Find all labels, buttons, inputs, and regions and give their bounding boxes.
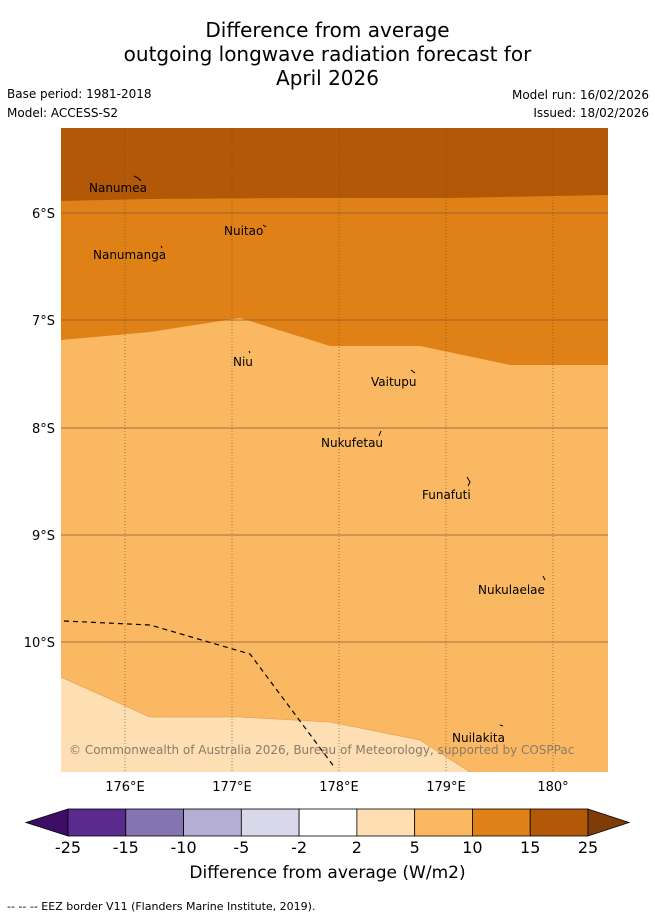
colorbar-tick-label: 2 xyxy=(352,838,362,857)
island-shape-nukulaelae xyxy=(542,575,546,581)
island-shape-nuilakita xyxy=(499,724,504,727)
model-name: Model: ACCESS-S2 xyxy=(7,106,119,120)
island-label-vaitupu: Vaitupu xyxy=(371,375,417,389)
colorbar-segment xyxy=(414,808,473,837)
map-title-line-1: Difference from average xyxy=(205,18,450,42)
lon-label-178e: 178°E xyxy=(319,780,359,795)
map-title-line-2: outgoing longwave radiation forecast for xyxy=(123,42,532,66)
base-period: Base period: 1981-2018 xyxy=(7,87,152,101)
colorbar-segment xyxy=(298,808,358,837)
lat-label-9s: 9°S xyxy=(32,529,55,544)
band-15-25 xyxy=(61,128,608,201)
lat-label-7s: 7°S xyxy=(32,314,55,329)
colorbar-tick-label: -25 xyxy=(55,838,81,857)
island-shape-funafuti xyxy=(466,476,471,487)
lon-label-177e: 177°E xyxy=(212,780,252,795)
colorbar-segment xyxy=(67,808,127,837)
lat-label-6s: 6°S xyxy=(32,207,55,222)
issued-date: Issued: 18/02/2026 xyxy=(533,106,649,120)
colorbar: -25 -15 -10 -5 -2 2 5 10 15 25 xyxy=(24,808,631,857)
island-label-nuilakita: Nuilakita xyxy=(452,731,505,745)
island-label-nukulaelae: Nukulaelae xyxy=(478,583,545,597)
colorbar-segment xyxy=(529,808,589,837)
lat-label-10s: 10°S xyxy=(24,636,55,651)
island-shape-nanumanga xyxy=(160,245,163,249)
island-label-nanumea: Nanumea xyxy=(89,181,147,195)
colorbar-tick-label: 5 xyxy=(410,838,420,857)
eez-legend-note: -- -- -- EEZ border V11 (Flanders Marine… xyxy=(7,900,316,913)
colorbar-segment xyxy=(183,808,242,837)
colorbar-segment xyxy=(240,808,300,837)
lat-label-8s: 8°S xyxy=(32,422,55,437)
colorbar-tick-label: -5 xyxy=(233,838,249,857)
lon-label-180: 180° xyxy=(537,780,568,795)
band-2-5 xyxy=(61,677,470,772)
island-label-nuitao: Nuitao xyxy=(224,224,263,238)
meridians xyxy=(124,128,554,772)
island-shape-nanumea xyxy=(133,175,142,182)
eez-border xyxy=(63,620,336,769)
island-shape-nuitao xyxy=(262,224,267,228)
colorbar-segment xyxy=(125,808,184,837)
island-shape-vaitupu xyxy=(410,369,416,374)
colorbar-tick-label: 25 xyxy=(578,838,598,857)
colorbar-extend-low xyxy=(24,808,69,837)
colorbar-tick-label: -15 xyxy=(113,838,139,857)
model-run: Model run: 16/02/2026 xyxy=(511,88,649,102)
colorbar-label: Difference from average (W/m2) xyxy=(189,863,466,883)
lon-label-176e: 176°E xyxy=(105,780,145,795)
island-shape-nukufetau xyxy=(378,430,382,437)
colorbar-tick-label: -10 xyxy=(170,838,196,857)
colorbar-tick-label: 10 xyxy=(462,838,482,857)
colorbar-extend-high xyxy=(587,808,631,837)
colorbar-segment xyxy=(472,808,531,837)
anomaly-field: Nanumea Nuitao Nanumanga Niu Vaitupu Nuk… xyxy=(61,128,608,772)
island-label-niu: Niu xyxy=(233,355,253,369)
map-title-line-3: April 2026 xyxy=(276,66,379,90)
lon-label-179e: 179°E xyxy=(426,780,466,795)
island-label-funafuti: Funafuti xyxy=(422,488,471,502)
copyright-notice: © Commonwealth of Australia 2026, Bureau… xyxy=(69,743,574,757)
island-shapes xyxy=(133,175,546,727)
colorbar-tick-label: -2 xyxy=(291,838,307,857)
colorbar-segment xyxy=(356,808,416,837)
island-shape-niu xyxy=(248,350,251,354)
parallels xyxy=(61,212,608,643)
island-label-nanumanga: Nanumanga xyxy=(93,248,166,262)
colorbar-tick-label: 15 xyxy=(520,838,540,857)
island-label-nukufetau: Nukufetau xyxy=(321,436,383,450)
